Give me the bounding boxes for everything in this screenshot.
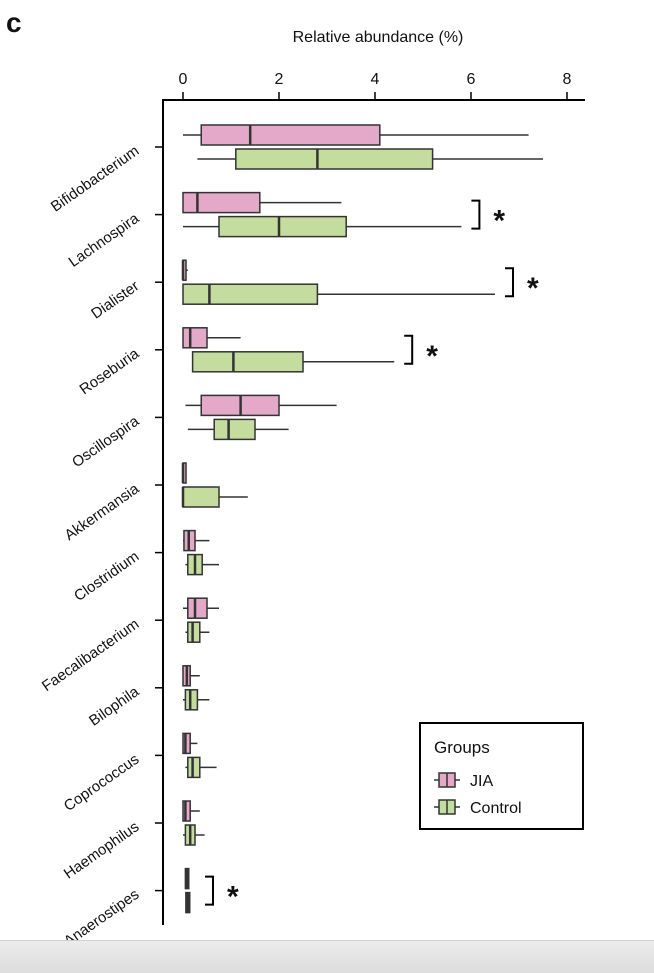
x-tick-label: 4: [371, 71, 380, 88]
significance-star: *: [527, 272, 539, 305]
x-axis-title: Relative abundance (%): [293, 29, 464, 46]
significance-bracket: [404, 334, 414, 365]
y-tick-label: Roseburia: [77, 345, 143, 399]
jia-box: [200, 124, 381, 146]
y-tick-label: Lachnospira: [66, 210, 143, 271]
legend-title: Groups: [434, 738, 490, 757]
y-tick-label: Bifidobacterium: [48, 142, 142, 215]
x-tick-label: 0: [179, 71, 188, 88]
y-tick-label: Faecalibacterium: [39, 616, 142, 695]
significance-star: *: [426, 340, 438, 373]
x-tick-label: 6: [467, 71, 476, 88]
significance-bracket: [471, 199, 481, 230]
control-box: [191, 351, 304, 373]
significance-star: *: [493, 205, 505, 238]
y-tick-label: Bilophila: [86, 683, 143, 730]
control-box: [182, 283, 319, 305]
x-tick-label: 8: [563, 71, 572, 88]
panel-letter: c: [6, 7, 22, 38]
significance-star: *: [227, 881, 239, 914]
significance-bracket: [505, 267, 514, 298]
bottom-bar: [0, 940, 654, 973]
y-tick-label: Akkermansia: [62, 480, 143, 544]
legend-label: JIA: [470, 773, 493, 790]
significance-bracket: [205, 875, 214, 906]
control-box: [213, 418, 256, 441]
jia-box: [182, 327, 208, 349]
control-box: [235, 148, 434, 170]
y-tick-label: Oscillospira: [69, 412, 143, 471]
y-tick-label: Haemophilus: [61, 818, 142, 882]
y-tick-label: Dialister: [88, 278, 142, 323]
jia-box: [187, 597, 208, 619]
jia-box: [182, 191, 261, 214]
y-tick-label: Clostridium: [71, 548, 142, 605]
boxplot-chart: c Relative abundance (%) 0 2 4 6 8 Bifidobact…: [6, 7, 585, 950]
y-tick-label: Coprococcus: [61, 751, 142, 815]
x-tick-label: 2: [275, 71, 284, 88]
y-tick-label: Anaerostipes: [61, 886, 142, 940]
legend-label: Control: [470, 800, 522, 817]
control-box: [182, 486, 220, 508]
control-box: [218, 215, 347, 238]
